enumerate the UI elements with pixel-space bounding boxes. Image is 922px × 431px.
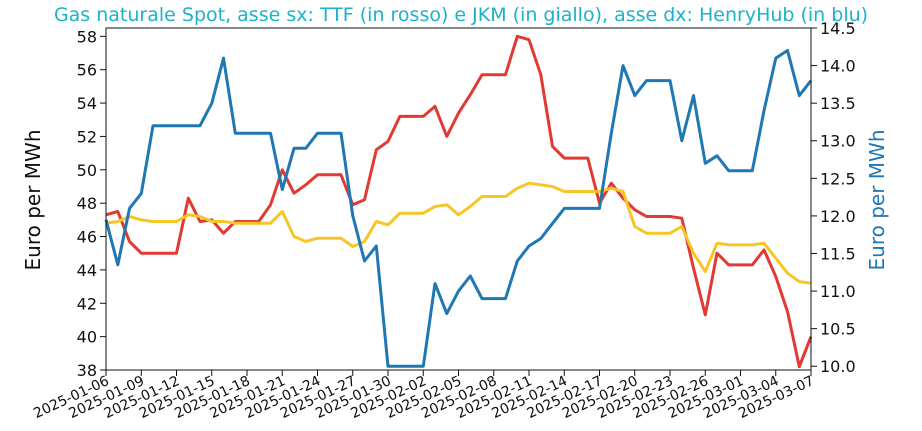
right-tick-label: 10.5 <box>820 320 856 339</box>
left-tick-label: 48 <box>77 194 97 213</box>
right-tick-label: 12.0 <box>820 207 856 226</box>
right-tick-label: 11.0 <box>820 282 856 301</box>
left-tick-label: 42 <box>77 294 97 313</box>
left-y-axis: 38 40 42 44 46 48 50 52 54 56 58 <box>77 27 106 380</box>
left-tick-label: 50 <box>77 161 97 180</box>
right-tick-label: 14.0 <box>820 57 856 76</box>
plot-frame <box>105 27 812 371</box>
right-tick-label: 13.0 <box>820 132 856 151</box>
left-tick-label: 38 <box>77 361 97 380</box>
right-tick-label: 12.5 <box>820 169 856 188</box>
left-tick-label: 44 <box>77 261 97 280</box>
left-tick-label: 58 <box>77 27 97 46</box>
left-tick-label: 54 <box>77 94 97 113</box>
left-tick-label: 40 <box>77 328 97 347</box>
x-axis: 2025-01-062025-01-092025-01-122025-01-15… <box>31 370 817 422</box>
right-y-axis: 10.0 10.5 11.0 11.5 12.0 12.5 13.0 13.5 14.0 14.5 <box>811 19 856 376</box>
series-line-1 <box>105 181 812 285</box>
chart-title: Gas naturale Spot, asse sx: TTF (in ross… <box>54 4 868 26</box>
left-axis-label: Euro per MWh <box>21 130 45 271</box>
right-tick-label: 13.5 <box>820 94 856 113</box>
left-tick-label: 46 <box>77 228 97 247</box>
series-line-0 <box>105 34 813 369</box>
left-tick-label: 52 <box>77 127 97 146</box>
right-tick-label: 10.0 <box>820 357 856 376</box>
left-tick-label: 56 <box>77 61 97 80</box>
series-layer <box>104 34 813 369</box>
right-tick-label: 11.5 <box>820 244 856 263</box>
right-axis-label: Euro per MWh <box>865 130 889 271</box>
series-line-2 <box>104 49 813 368</box>
right-tick-label: 14.5 <box>820 19 856 38</box>
